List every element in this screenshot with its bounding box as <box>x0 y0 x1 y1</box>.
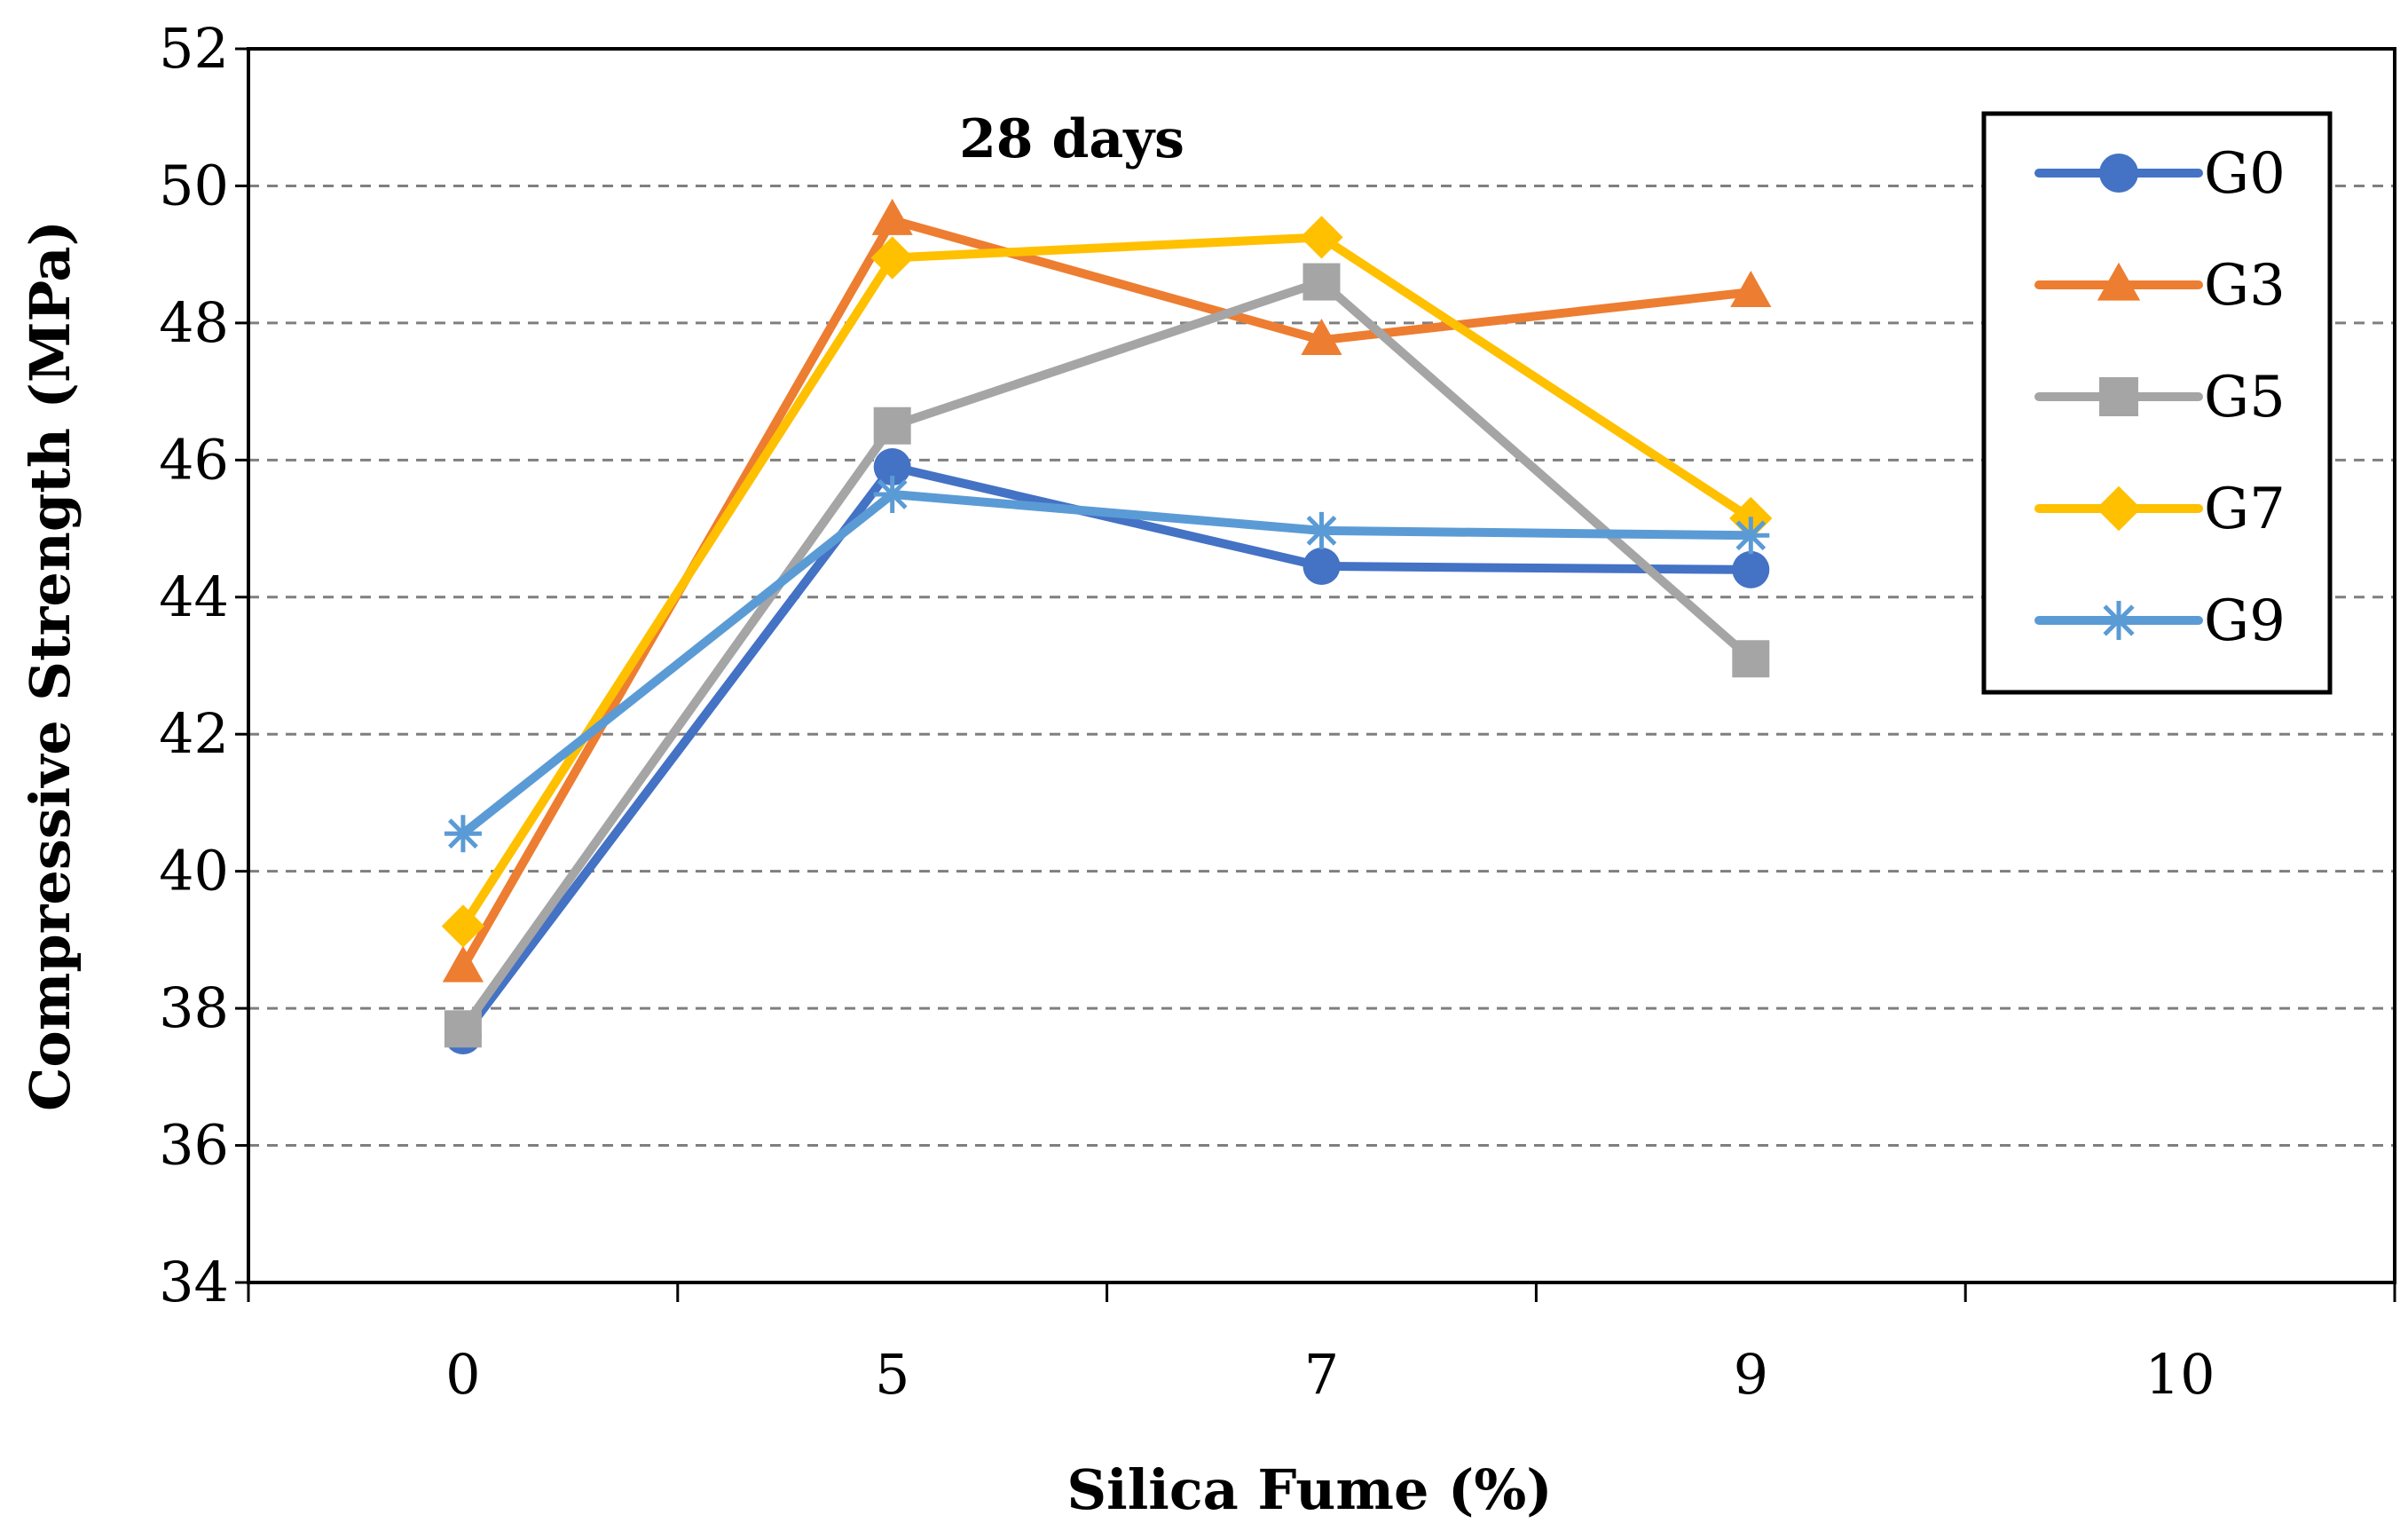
legend-label: G0 <box>2204 141 2286 207</box>
data-point <box>871 198 913 235</box>
legend-label: G9 <box>2204 588 2286 654</box>
x-tick-label: 10 <box>2145 1342 2215 1407</box>
x-tick-label: 7 <box>1304 1342 1339 1407</box>
data-point <box>1301 319 1342 355</box>
legend-item-g3: G3 <box>2034 253 2286 319</box>
data-point <box>1732 550 1770 588</box>
series-group <box>441 198 1773 1054</box>
legend-marker <box>2099 154 2138 193</box>
legend-marker <box>2099 601 2138 640</box>
y-axis-title: Compressive Strength (MPa) <box>18 220 83 1111</box>
legend: G0 G3 G5 G7 G9 <box>1981 111 2333 695</box>
data-point <box>1732 517 1770 555</box>
data-point <box>873 475 911 513</box>
legend-item-g5: G5 <box>2034 365 2286 430</box>
series-line <box>458 233 1756 931</box>
gridlines <box>248 184 2395 1148</box>
legend-marker <box>2096 485 2142 532</box>
chart-title: 28 days <box>959 108 1184 170</box>
series-g9 <box>444 475 1770 853</box>
data-point <box>442 945 484 983</box>
x-axis-title: Silica Fume (%) <box>1066 1457 1552 1522</box>
y-tick-label: 34 <box>159 1250 229 1314</box>
data-point <box>444 815 482 853</box>
y-tick-label: 38 <box>159 975 229 1040</box>
series-g5 <box>444 263 1770 1048</box>
data-point <box>441 904 485 948</box>
legend-box <box>1981 111 2333 695</box>
data-point <box>873 406 911 445</box>
legend-label: G5 <box>2204 365 2286 430</box>
x-tick-label: 5 <box>875 1342 909 1407</box>
data-point <box>1300 216 1343 259</box>
series-line <box>458 489 1756 839</box>
y-tick-label: 52 <box>159 16 229 81</box>
data-point <box>1302 548 1341 586</box>
legend-marker <box>2099 377 2138 416</box>
y-tick-label: 44 <box>159 564 229 629</box>
legend-label: G7 <box>2204 477 2286 542</box>
data-point <box>1730 270 1772 307</box>
plot-area-border <box>247 47 2396 1284</box>
y-tick-label: 40 <box>159 839 229 904</box>
data-point <box>1302 263 1341 301</box>
legend-item-g7: G7 <box>2034 477 2286 542</box>
y-tick-label: 46 <box>159 427 229 492</box>
axes: 34 36 38 40 42 44 46 48 50 52 0 5 7 9 10 <box>159 16 2396 1407</box>
data-point <box>444 1010 482 1048</box>
data-point <box>870 236 914 280</box>
y-tick-label: 50 <box>159 153 229 217</box>
legend-item-g9: G9 <box>2034 588 2286 654</box>
legend-marker <box>2097 262 2141 301</box>
x-tick-label: 0 <box>445 1342 480 1407</box>
y-tick-label: 42 <box>159 701 229 766</box>
data-point <box>1302 511 1341 549</box>
legend-item-g0: G0 <box>2034 141 2286 207</box>
series-line <box>458 277 1756 1034</box>
data-point <box>873 448 911 486</box>
data-point <box>1732 640 1770 678</box>
legend-label: G3 <box>2204 253 2286 319</box>
y-tick-label: 36 <box>159 1113 229 1178</box>
y-tick-label: 48 <box>159 290 229 355</box>
x-tick-label: 9 <box>1734 1342 1768 1407</box>
